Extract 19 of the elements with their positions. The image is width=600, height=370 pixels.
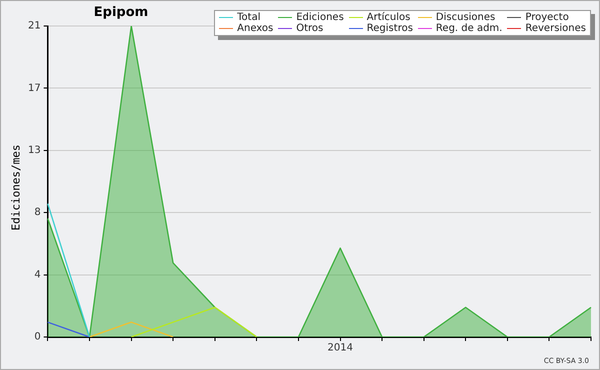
legend-label: Reversiones bbox=[524, 23, 586, 34]
y-tick-label: 21 bbox=[28, 20, 41, 32]
legend-label: Artículos bbox=[366, 12, 412, 23]
y-tick-label: 8 bbox=[34, 207, 41, 218]
legend-label: Ediciones bbox=[295, 12, 344, 23]
legend-label: Proyecto bbox=[524, 12, 569, 23]
legend-label: Reg. de adm. bbox=[434, 23, 502, 34]
chart-title: Epipom bbox=[92, 5, 150, 20]
y-tick-label: 17 bbox=[28, 82, 41, 94]
legend-label: Registros bbox=[366, 23, 413, 34]
legend-label: Anexos bbox=[236, 23, 274, 34]
y-tick-label: 0 bbox=[34, 332, 41, 343]
legend-label: Discusiones bbox=[434, 12, 496, 23]
x-tick-label: 2014 bbox=[328, 342, 353, 354]
legend-label: Otros bbox=[295, 23, 324, 34]
legend-label: Total bbox=[236, 12, 262, 23]
y-tick-label: 13 bbox=[28, 144, 41, 156]
y-tick-label: 4 bbox=[34, 269, 41, 280]
y-axis-title: Ediciones/mes bbox=[10, 143, 22, 232]
